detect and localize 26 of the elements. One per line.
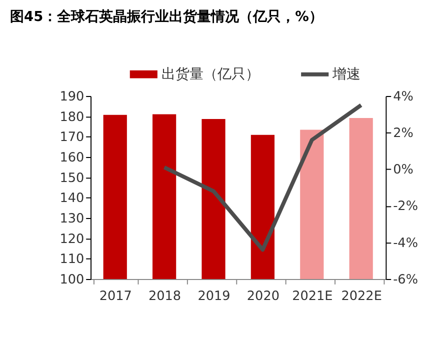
x-tick-label: 2022E xyxy=(341,289,382,304)
x-tick-label: 2019 xyxy=(198,289,230,304)
y2-tick-label: 2% xyxy=(393,126,414,142)
y-tick-label: 150 xyxy=(60,170,84,186)
y-tick-label: 120 xyxy=(60,232,84,247)
y2-tick-label: -2% xyxy=(393,199,418,214)
x-tick-label: 2017 xyxy=(99,289,132,304)
y2-tick-label: 4% xyxy=(393,89,414,104)
y-tick-label: 160 xyxy=(60,150,84,166)
x-tick-label: 2021E xyxy=(292,289,333,304)
legend-label: 出货量（亿只） xyxy=(161,66,260,82)
y-tick-label: 180 xyxy=(60,110,84,125)
y-tick-label: 110 xyxy=(60,252,84,268)
y2-tick-label: -6% xyxy=(393,272,418,288)
y-tick-label: 100 xyxy=(60,272,84,288)
legend-label: 增速 xyxy=(332,66,361,82)
y2-tick-label: 0% xyxy=(393,162,414,178)
y2-tick-label: -4% xyxy=(393,236,418,251)
line-series xyxy=(162,103,364,252)
y-tick-label: 190 xyxy=(60,89,84,104)
y-tick-label: 130 xyxy=(60,211,84,226)
x-tick-label: 2018 xyxy=(148,289,182,304)
y-tick-label: 140 xyxy=(60,191,84,206)
y-tick-label: 170 xyxy=(60,130,84,146)
chart-title: 图45：全球石英晶振行业出货量情况（亿只，%） xyxy=(10,9,323,26)
x-tick-label: 2020 xyxy=(246,289,280,304)
